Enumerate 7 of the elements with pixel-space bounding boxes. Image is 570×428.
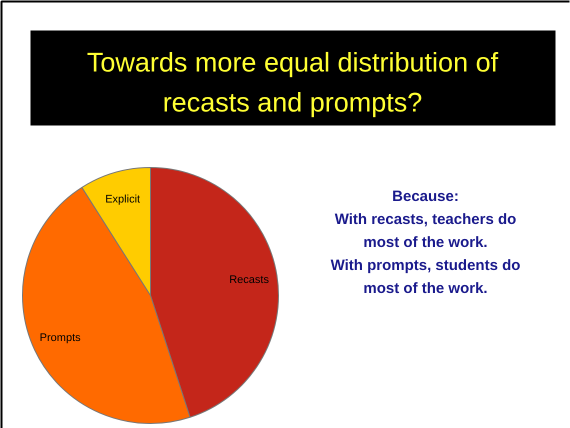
- slice-label: Prompts: [40, 332, 82, 344]
- text: With prompts, students do most of the work.: [330, 257, 520, 297]
- chart-title: Towards more equal distribution of recasts and prompts?: [86, 48, 499, 118]
- text: Because:: [392, 188, 459, 205]
- slice-label: Explicit: [105, 194, 140, 206]
- slice-label: Recasts: [229, 274, 270, 286]
- text: With recasts, teachers do most of the work.: [334, 211, 516, 251]
